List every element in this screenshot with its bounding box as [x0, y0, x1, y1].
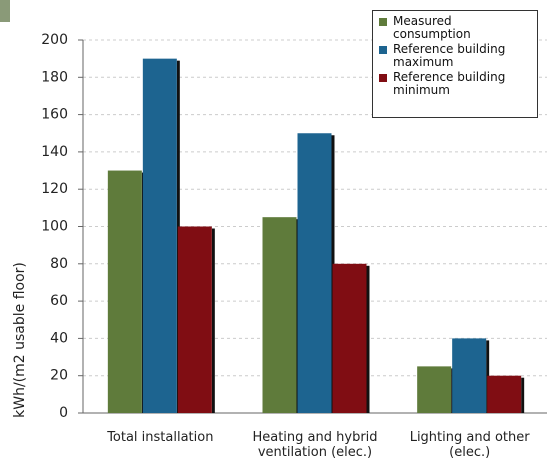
y-tick-label: 180 [41, 69, 68, 85]
y-tick-label: 200 [41, 32, 68, 48]
bar [107, 170, 142, 413]
bar-shadow [211, 228, 215, 413]
y-tick-label: 80 [50, 256, 68, 272]
bar [297, 133, 332, 413]
legend-label: Measured consumption [393, 14, 471, 41]
legend-swatch [379, 46, 387, 54]
photo-fragment [0, 0, 10, 22]
legend-swatch [379, 74, 387, 82]
y-tick-label: 140 [41, 144, 68, 160]
x-tick-label: Total installation [107, 430, 214, 445]
bar [332, 263, 367, 413]
bar [177, 226, 212, 413]
y-tick-label: 100 [41, 219, 68, 235]
y-axis-label: kWh/(m2 usable floor) [12, 262, 28, 418]
bar [452, 338, 487, 413]
bar [487, 375, 522, 413]
legend-swatch [379, 18, 387, 26]
legend: Measured consumption Reference building m… [372, 10, 538, 118]
bar [417, 366, 452, 413]
y-tick-label: 40 [50, 330, 68, 346]
y-tick-label: 120 [41, 181, 68, 197]
y-tick-label: 20 [50, 368, 68, 384]
legend-item: Measured consumption [379, 15, 533, 41]
bar [262, 217, 297, 413]
x-tick-label: Lighting and other (elec.) [409, 430, 530, 460]
bar [142, 58, 177, 414]
y-tick-label: 60 [50, 293, 68, 309]
legend-label: Reference building minimum [393, 70, 506, 97]
legend-item: Reference building minimum [379, 71, 533, 97]
x-tick-label: Heating and hybrid ventilation (elec.) [252, 430, 378, 460]
legend-item: Reference building maximum [379, 43, 533, 69]
bar-shadow [521, 377, 525, 413]
y-tick-label: 160 [41, 107, 68, 123]
legend-label: Reference building maximum [393, 42, 506, 69]
y-tick-label: 0 [59, 405, 68, 421]
bar-shadow [366, 265, 370, 413]
